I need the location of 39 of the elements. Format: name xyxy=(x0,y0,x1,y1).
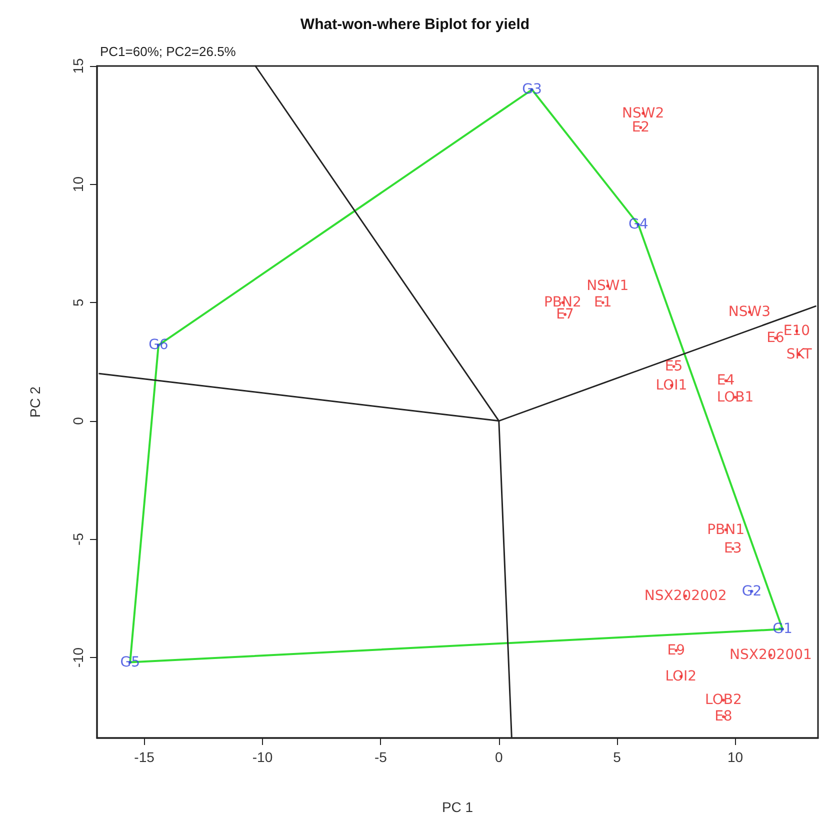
data-label: LOI2 xyxy=(665,668,697,684)
chart-title: What-won-where Biplot for yield xyxy=(300,16,530,33)
data-label: E4 xyxy=(716,372,735,389)
data-label: SKT xyxy=(786,346,812,363)
y-axis-title: PC 2 xyxy=(27,386,43,418)
x-axis-title: PC 1 xyxy=(442,799,474,815)
x-tick-label: -5 xyxy=(374,749,388,765)
data-label: G1 xyxy=(772,621,792,638)
x-tick-label: -10 xyxy=(252,749,273,765)
data-label: E5 xyxy=(664,358,683,375)
y-tick-label: 10 xyxy=(70,176,86,192)
data-label: LOB2 xyxy=(705,692,742,708)
y-tick-label: 15 xyxy=(70,58,86,74)
data-label: E6 xyxy=(766,330,784,346)
data-label: E8 xyxy=(714,708,732,725)
data-label: E2 xyxy=(632,120,650,136)
data-label: NSW3 xyxy=(728,304,770,320)
data-label: PBN1 xyxy=(707,522,745,538)
y-tick-label: -5 xyxy=(70,532,86,546)
data-label: E3 xyxy=(724,540,742,557)
data-label: G2 xyxy=(742,583,762,600)
x-tick-label: 5 xyxy=(613,749,622,765)
data-label: G5 xyxy=(120,654,140,670)
y-tick-label: -10 xyxy=(70,647,86,668)
data-label: NSW1 xyxy=(586,278,629,294)
y-tick-label: 5 xyxy=(70,298,86,307)
data-label: E9 xyxy=(667,642,686,658)
x-tick-label: 0 xyxy=(494,749,503,765)
y-tick-label: 0 xyxy=(70,416,86,425)
x-tick-label: -15 xyxy=(134,749,155,765)
data-label: E1 xyxy=(594,294,612,311)
data-label: LOI1 xyxy=(656,377,688,394)
data-label: NSX202002 xyxy=(644,588,727,604)
data-label: E10 xyxy=(783,323,810,340)
data-label: LOB1 xyxy=(716,389,754,406)
data-label: NSX202001 xyxy=(730,647,812,664)
chart-subtitle: PC1=60%; PC2=26.5% xyxy=(100,44,236,59)
x-tick-label: 10 xyxy=(727,749,744,765)
data-label: NSW2 xyxy=(622,105,664,122)
